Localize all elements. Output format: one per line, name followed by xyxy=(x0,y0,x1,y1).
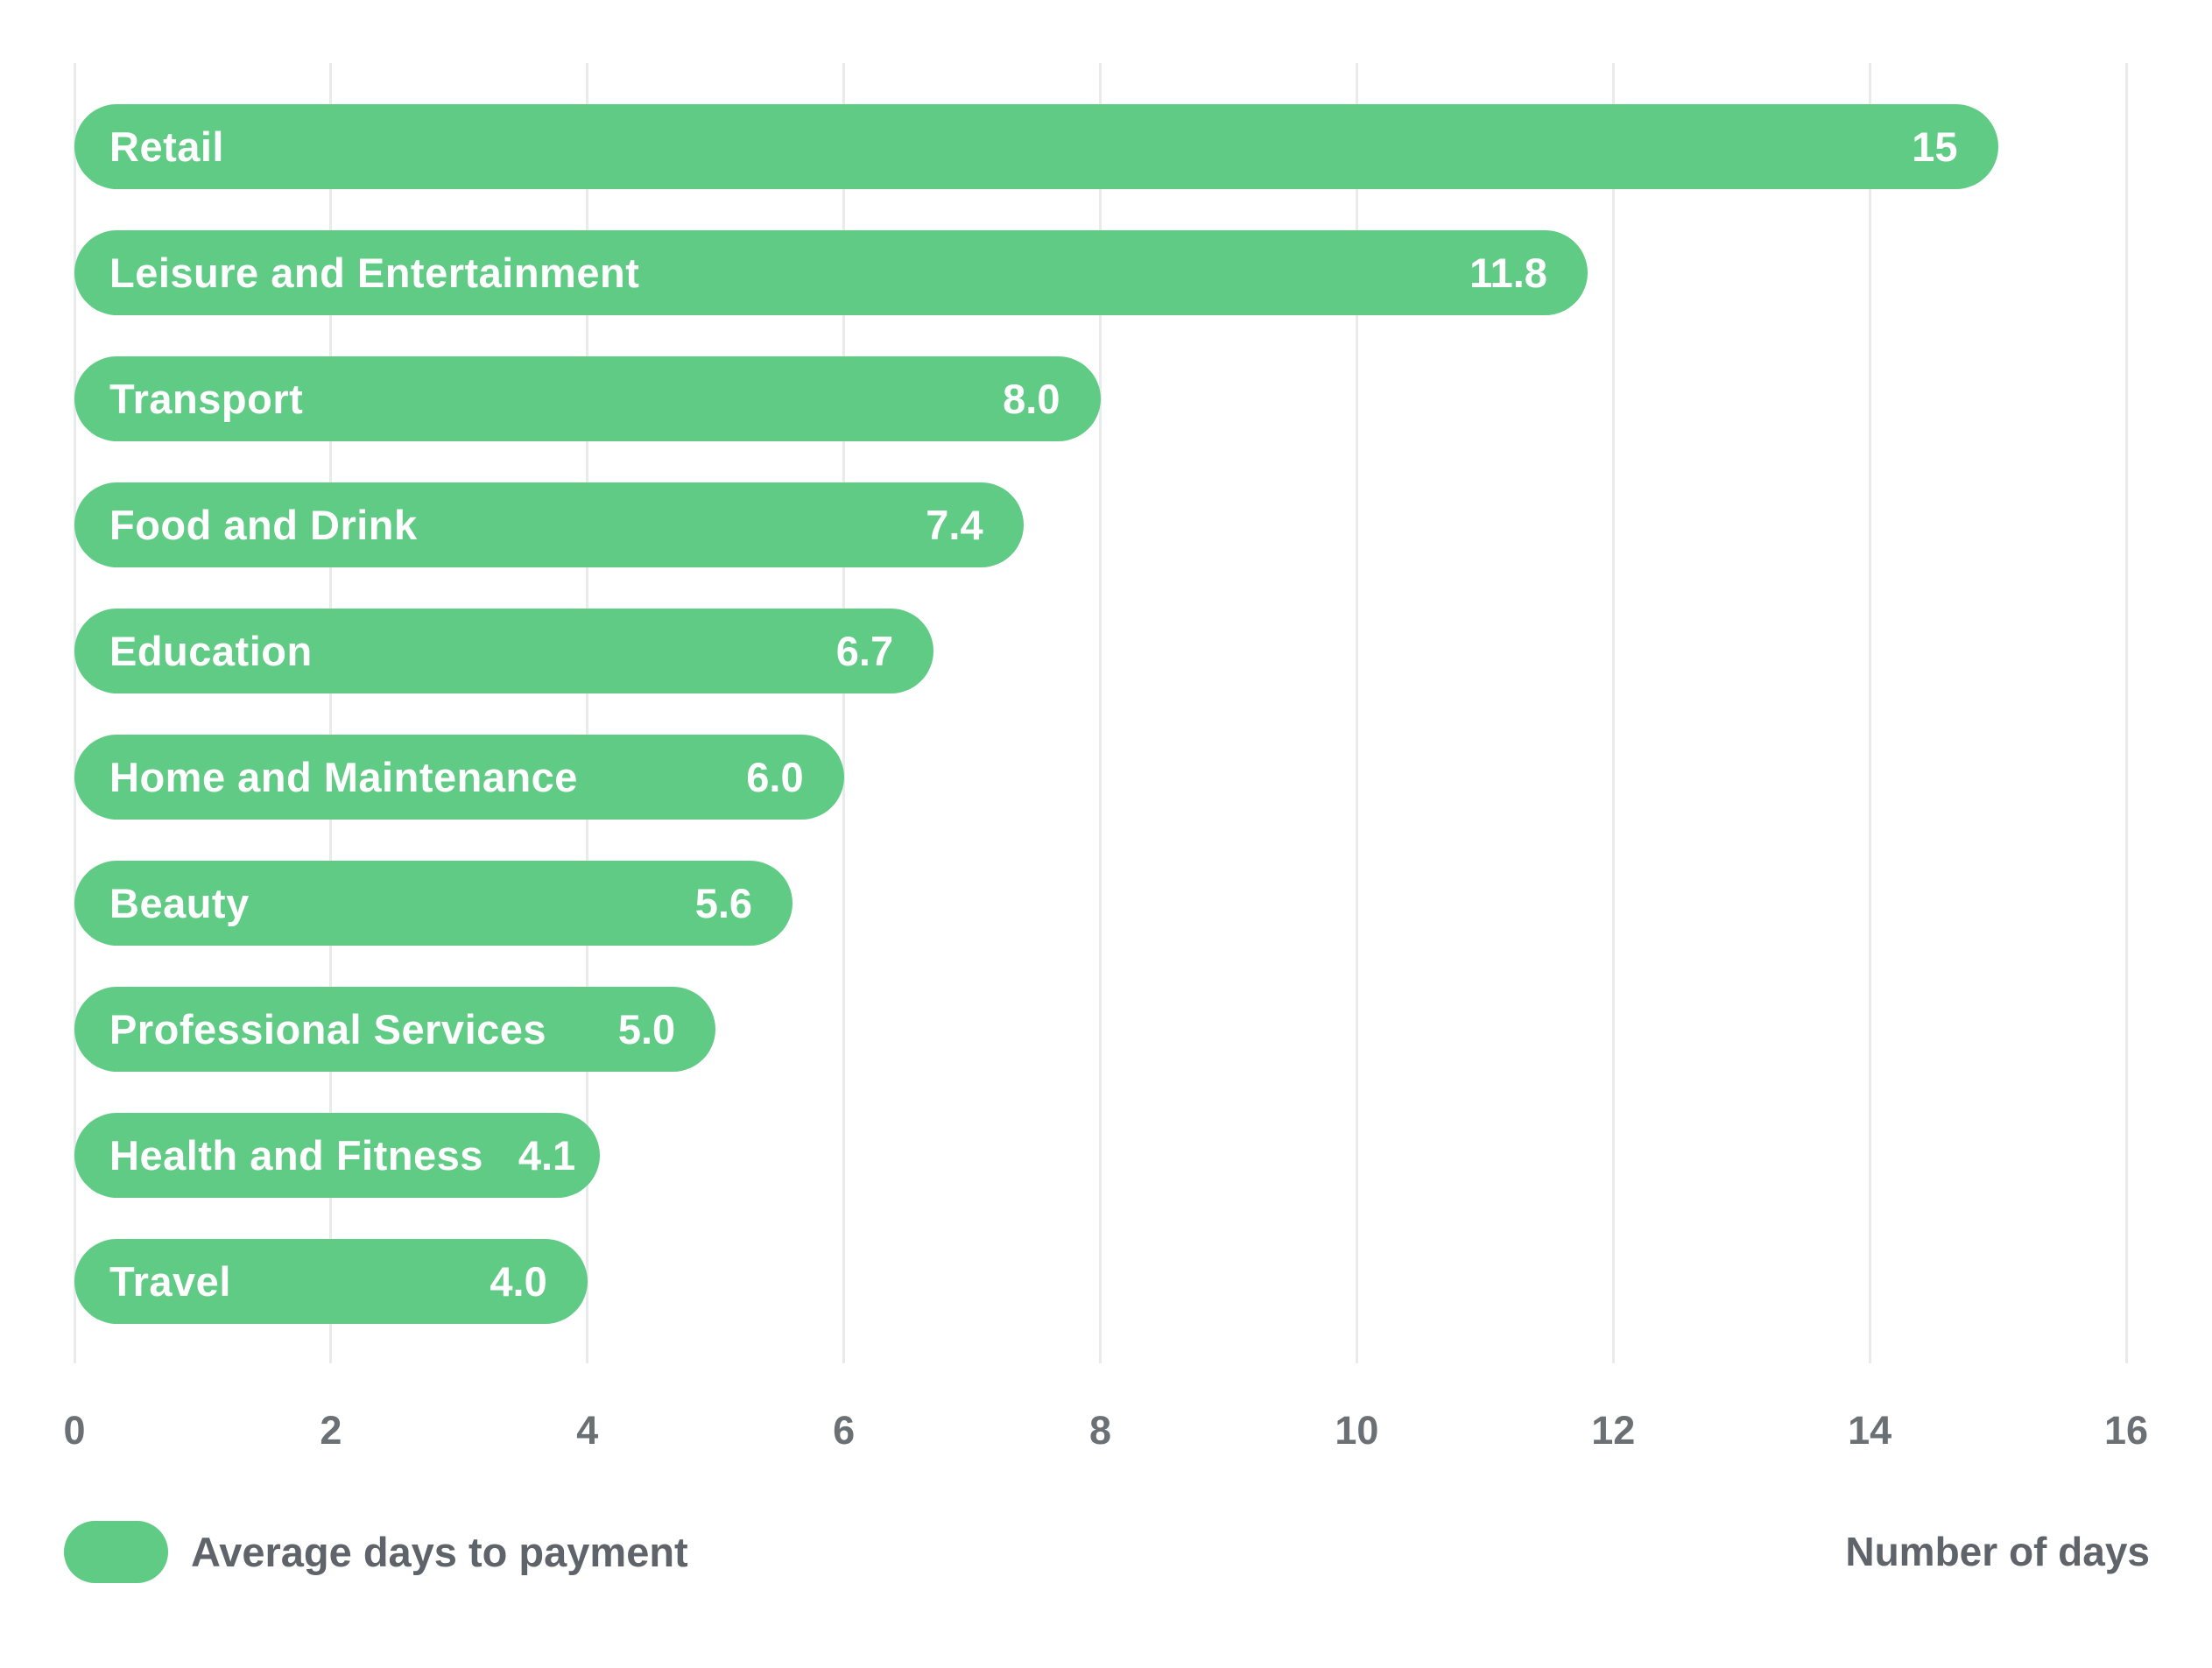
bar-category-label: Professional Services xyxy=(109,1006,547,1052)
bar-value-label: 4.0 xyxy=(490,1258,547,1305)
gridline-16 xyxy=(2124,63,2128,1363)
x-tick-label-12: 12 xyxy=(1591,1408,1636,1453)
bar-value-label: 6.0 xyxy=(746,754,804,800)
bar-professional-services[interactable]: Professional Services 5.0 xyxy=(74,987,716,1072)
bar-value-label: 15 xyxy=(1912,123,1958,170)
bar-transport[interactable]: Transport 8.0 xyxy=(74,356,1101,441)
bar-category-label: Transport xyxy=(109,376,304,422)
x-tick-label-0: 0 xyxy=(63,1408,86,1453)
bar-value-label: 8.0 xyxy=(1003,376,1060,422)
x-tick-label-10: 10 xyxy=(1335,1408,1379,1453)
bar-category-label: Education xyxy=(109,628,313,674)
bar-value-label: 4.1 xyxy=(518,1132,576,1179)
gridline-12 xyxy=(1611,63,1615,1363)
bar-beauty[interactable]: Beauty 5.6 xyxy=(74,861,793,946)
bar-value-label: 6.7 xyxy=(835,628,894,674)
x-tick-label-4: 4 xyxy=(576,1408,599,1453)
bar-value-label: 5.0 xyxy=(617,1006,676,1052)
bar-leisure-and-entertainment[interactable]: Leisure and Entertainment 11.8 xyxy=(74,230,1588,315)
bar-education[interactable]: Education 6.7 xyxy=(74,609,934,693)
bar-travel[interactable]: Travel 4.0 xyxy=(74,1239,588,1324)
bar-category-label: Leisure and Entertainment xyxy=(109,250,640,296)
bar-category-label: Food and Drink xyxy=(109,502,418,548)
bar-category-label: Health and Fitness xyxy=(109,1132,483,1179)
x-tick-label-16: 16 xyxy=(2103,1408,2149,1453)
legend: Average days to payment xyxy=(64,1521,688,1583)
bar-retail[interactable]: Retail 15 xyxy=(74,104,1998,189)
gridline-14 xyxy=(1868,63,1871,1363)
gridline-2 xyxy=(329,63,333,1363)
x-tick-label-2: 2 xyxy=(320,1408,342,1453)
x-tick-label-6: 6 xyxy=(833,1408,856,1453)
bar-value-label: 7.4 xyxy=(926,502,983,548)
bar-category-label: Retail xyxy=(109,123,224,170)
legend-label: Average days to payment xyxy=(191,1529,688,1575)
gridline-4 xyxy=(586,63,589,1363)
bar-food-and-drink[interactable]: Food and Drink 7.4 xyxy=(74,482,1024,567)
bar-category-label: Home and Maintenance xyxy=(109,754,578,800)
bar-value-label: 5.6 xyxy=(694,880,753,926)
gridline-8 xyxy=(1099,63,1102,1363)
legend-swatch-icon xyxy=(64,1521,168,1583)
x-axis-title: Number of days xyxy=(1845,1529,2150,1574)
gridline-0 xyxy=(73,63,76,1363)
bar-value-label: 11.8 xyxy=(1469,250,1547,296)
bar-health-and-fitness[interactable]: Health and Fitness 4.1 xyxy=(74,1113,601,1198)
gridline-10 xyxy=(1355,63,1358,1363)
bar-category-label: Travel xyxy=(109,1258,231,1305)
bar-home-and-maintenance[interactable]: Home and Maintenance 6.0 xyxy=(74,735,844,820)
gridline-6 xyxy=(842,63,846,1363)
bar-category-label: Beauty xyxy=(109,880,250,926)
x-tick-label-8: 8 xyxy=(1088,1408,1112,1453)
x-tick-label-14: 14 xyxy=(1848,1408,1892,1453)
